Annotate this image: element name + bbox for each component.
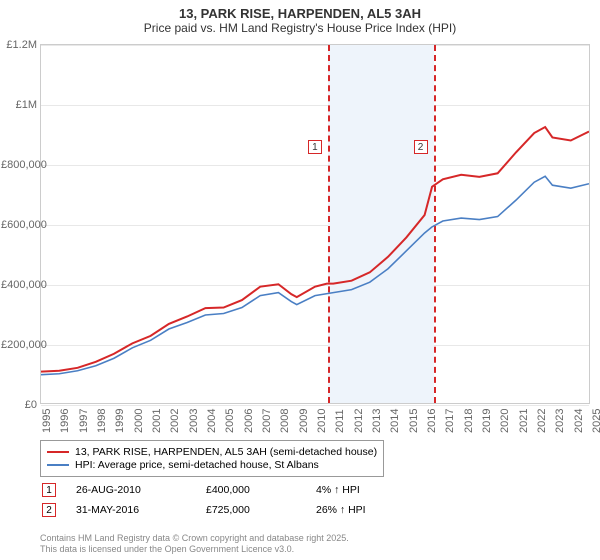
- x-tick-label: 2006: [243, 409, 255, 433]
- transaction-price: £725,000: [206, 504, 296, 516]
- x-tick-label: 2019: [481, 409, 493, 433]
- x-tick-label: 2022: [536, 409, 548, 433]
- x-tick-label: 2020: [499, 409, 511, 433]
- y-tick-label: £600,000: [1, 219, 37, 231]
- transaction-delta: 4% ↑ HPI: [316, 484, 360, 496]
- transaction-marker: 1: [42, 483, 56, 497]
- line-series: [41, 45, 589, 403]
- x-tick-label: 2014: [389, 409, 401, 433]
- y-tick-label: £1.2M: [1, 39, 37, 51]
- x-tick-label: 1999: [114, 409, 126, 433]
- y-tick-label: £0: [1, 399, 37, 411]
- x-tick-label: 2001: [151, 409, 163, 433]
- legend-label: 13, PARK RISE, HARPENDEN, AL5 3AH (semi-…: [75, 446, 377, 458]
- page-subtitle: Price paid vs. HM Land Registry's House …: [0, 21, 600, 39]
- x-tick-label: 2015: [408, 409, 420, 433]
- series-price-paid: [41, 127, 589, 372]
- x-tick-label: 2004: [206, 409, 218, 433]
- footer-line-1: Contains HM Land Registry data © Crown c…: [40, 533, 349, 545]
- legend-box: 13, PARK RISE, HARPENDEN, AL5 3AH (semi-…: [40, 440, 384, 477]
- y-tick-label: £200,000: [1, 339, 37, 351]
- legend-swatch: [47, 464, 69, 466]
- legend: 13, PARK RISE, HARPENDEN, AL5 3AH (semi-…: [40, 440, 590, 517]
- x-tick-label: 2024: [573, 409, 585, 433]
- x-tick-label: 2003: [188, 409, 200, 433]
- x-tick-label: 2005: [224, 409, 236, 433]
- x-tick-label: 2017: [444, 409, 456, 433]
- x-tick-label: 2012: [353, 409, 365, 433]
- x-tick-label: 2007: [261, 409, 273, 433]
- x-tick-label: 2010: [316, 409, 328, 433]
- x-tick-label: 2021: [518, 409, 530, 433]
- legend-label: HPI: Average price, semi-detached house,…: [75, 459, 319, 471]
- transaction-row: 2 31-MAY-2016 £725,000 26% ↑ HPI: [40, 503, 590, 517]
- transaction-row: 1 26-AUG-2010 £400,000 4% ↑ HPI: [40, 483, 590, 497]
- x-tick-label: 2002: [169, 409, 181, 433]
- x-tick-label: 1998: [96, 409, 108, 433]
- chart: £0£200,000£400,000£600,000£800,000£1M£1.…: [40, 44, 590, 404]
- transaction-price: £400,000: [206, 484, 296, 496]
- x-tick-label: 1997: [78, 409, 90, 433]
- x-tick-label: 2009: [298, 409, 310, 433]
- page-title: 13, PARK RISE, HARPENDEN, AL5 3AH: [0, 0, 600, 21]
- y-tick-label: £800,000: [1, 159, 37, 171]
- footer: Contains HM Land Registry data © Crown c…: [40, 533, 349, 556]
- y-tick-label: £1M: [1, 99, 37, 111]
- x-tick-label: 2018: [463, 409, 475, 433]
- x-tick-label: 2023: [554, 409, 566, 433]
- x-tick-label: 2008: [279, 409, 291, 433]
- series-hpi: [41, 176, 589, 374]
- x-tick-label: 2013: [371, 409, 383, 433]
- x-tick-label: 2011: [334, 409, 346, 433]
- legend-item: 13, PARK RISE, HARPENDEN, AL5 3AH (semi-…: [47, 446, 377, 458]
- y-tick-label: £400,000: [1, 279, 37, 291]
- transaction-marker: 2: [42, 503, 56, 517]
- legend-item: HPI: Average price, semi-detached house,…: [47, 459, 377, 471]
- x-tick-label: 1995: [41, 409, 53, 433]
- x-tick-label: 1996: [59, 409, 71, 433]
- transaction-date: 31-MAY-2016: [76, 504, 186, 516]
- footer-line-2: This data is licensed under the Open Gov…: [40, 544, 349, 556]
- x-tick-label: 2025: [591, 409, 600, 433]
- legend-swatch: [47, 451, 69, 453]
- transaction-date: 26-AUG-2010: [76, 484, 186, 496]
- x-tick-label: 2016: [426, 409, 438, 433]
- x-tick-label: 2000: [133, 409, 145, 433]
- transaction-delta: 26% ↑ HPI: [316, 504, 366, 516]
